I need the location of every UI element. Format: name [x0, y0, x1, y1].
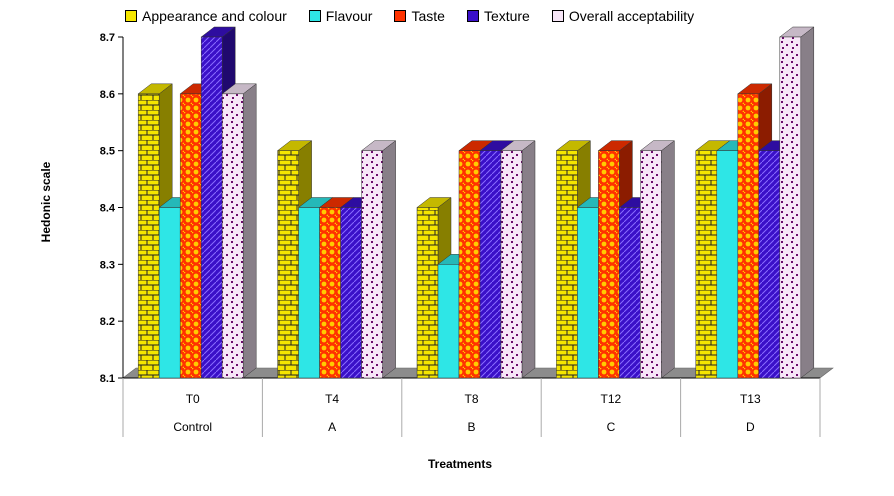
bar: [479, 150, 502, 379]
y-tick-label: 8.7: [100, 32, 115, 44]
bar: [758, 150, 781, 379]
bar-side: [800, 26, 815, 379]
category-name-label: Control: [173, 420, 212, 434]
bar: [577, 207, 599, 379]
category-name-label: B: [467, 420, 475, 434]
bar: [340, 207, 362, 379]
bar: [458, 150, 481, 379]
legend-item: Texture: [466, 8, 530, 24]
y-tick-label: 8.5: [100, 146, 115, 158]
y-tick-label: 8.2: [100, 316, 115, 328]
y-tick-label: 8.3: [100, 259, 115, 271]
legend-swatch: [308, 10, 321, 22]
x-axis-label: Treatments: [428, 457, 492, 471]
bar: [319, 207, 341, 379]
bar: [619, 207, 641, 379]
bar: [277, 150, 299, 379]
bar: [298, 207, 320, 379]
bar: [779, 36, 802, 379]
bar-side: [242, 83, 257, 379]
bar: [179, 93, 202, 379]
category-name-label: C: [607, 420, 616, 434]
y-tick-label: 8.1: [100, 373, 115, 385]
bar: [200, 36, 223, 379]
category-code-label: T4: [325, 392, 339, 406]
bar: [737, 93, 760, 379]
bar: [221, 93, 244, 379]
legend-label: Texture: [483, 8, 530, 24]
category-name-label: D: [746, 420, 755, 434]
y-tick-label: 8.6: [100, 89, 115, 101]
legend-label: Overall acceptability: [568, 8, 695, 24]
category-code-label: T13: [740, 392, 761, 406]
bar: [416, 207, 439, 379]
category-code-label: T8: [464, 392, 478, 406]
legend-item: Taste: [394, 8, 445, 24]
bar: [137, 93, 160, 379]
legend-swatch: [466, 10, 479, 22]
y-tick-label: 8.4: [100, 203, 116, 215]
legend-swatch: [125, 10, 137, 22]
legend-item: Overall acceptability: [551, 8, 695, 24]
bar: [598, 150, 620, 379]
bar-side: [382, 140, 396, 379]
category-name-label: A: [328, 420, 336, 434]
legend-item: Appearance and colour: [125, 8, 287, 24]
bar: [437, 264, 460, 379]
bar: [640, 150, 662, 379]
category-code-label: T12: [601, 392, 622, 406]
bar: [158, 207, 181, 379]
bar-side: [661, 140, 675, 379]
legend-label: Flavour: [325, 8, 373, 24]
bar: [695, 150, 718, 379]
legend-label: Appearance and colour: [142, 8, 287, 24]
legend-swatch: [551, 10, 564, 22]
bar-side: [521, 140, 536, 379]
bar: [500, 150, 523, 379]
chart-legend: Appearance and colour Flavour Taste Texture…: [125, 5, 716, 27]
legend-item: Flavour: [308, 8, 373, 24]
bar: [361, 150, 383, 379]
legend-swatch: [394, 10, 407, 22]
y-axis-label: Hedonic scale: [39, 161, 53, 242]
category-code-label: T0: [186, 392, 200, 406]
bar: [556, 150, 578, 379]
legend-label: Taste: [411, 8, 445, 24]
bar: [716, 150, 739, 379]
